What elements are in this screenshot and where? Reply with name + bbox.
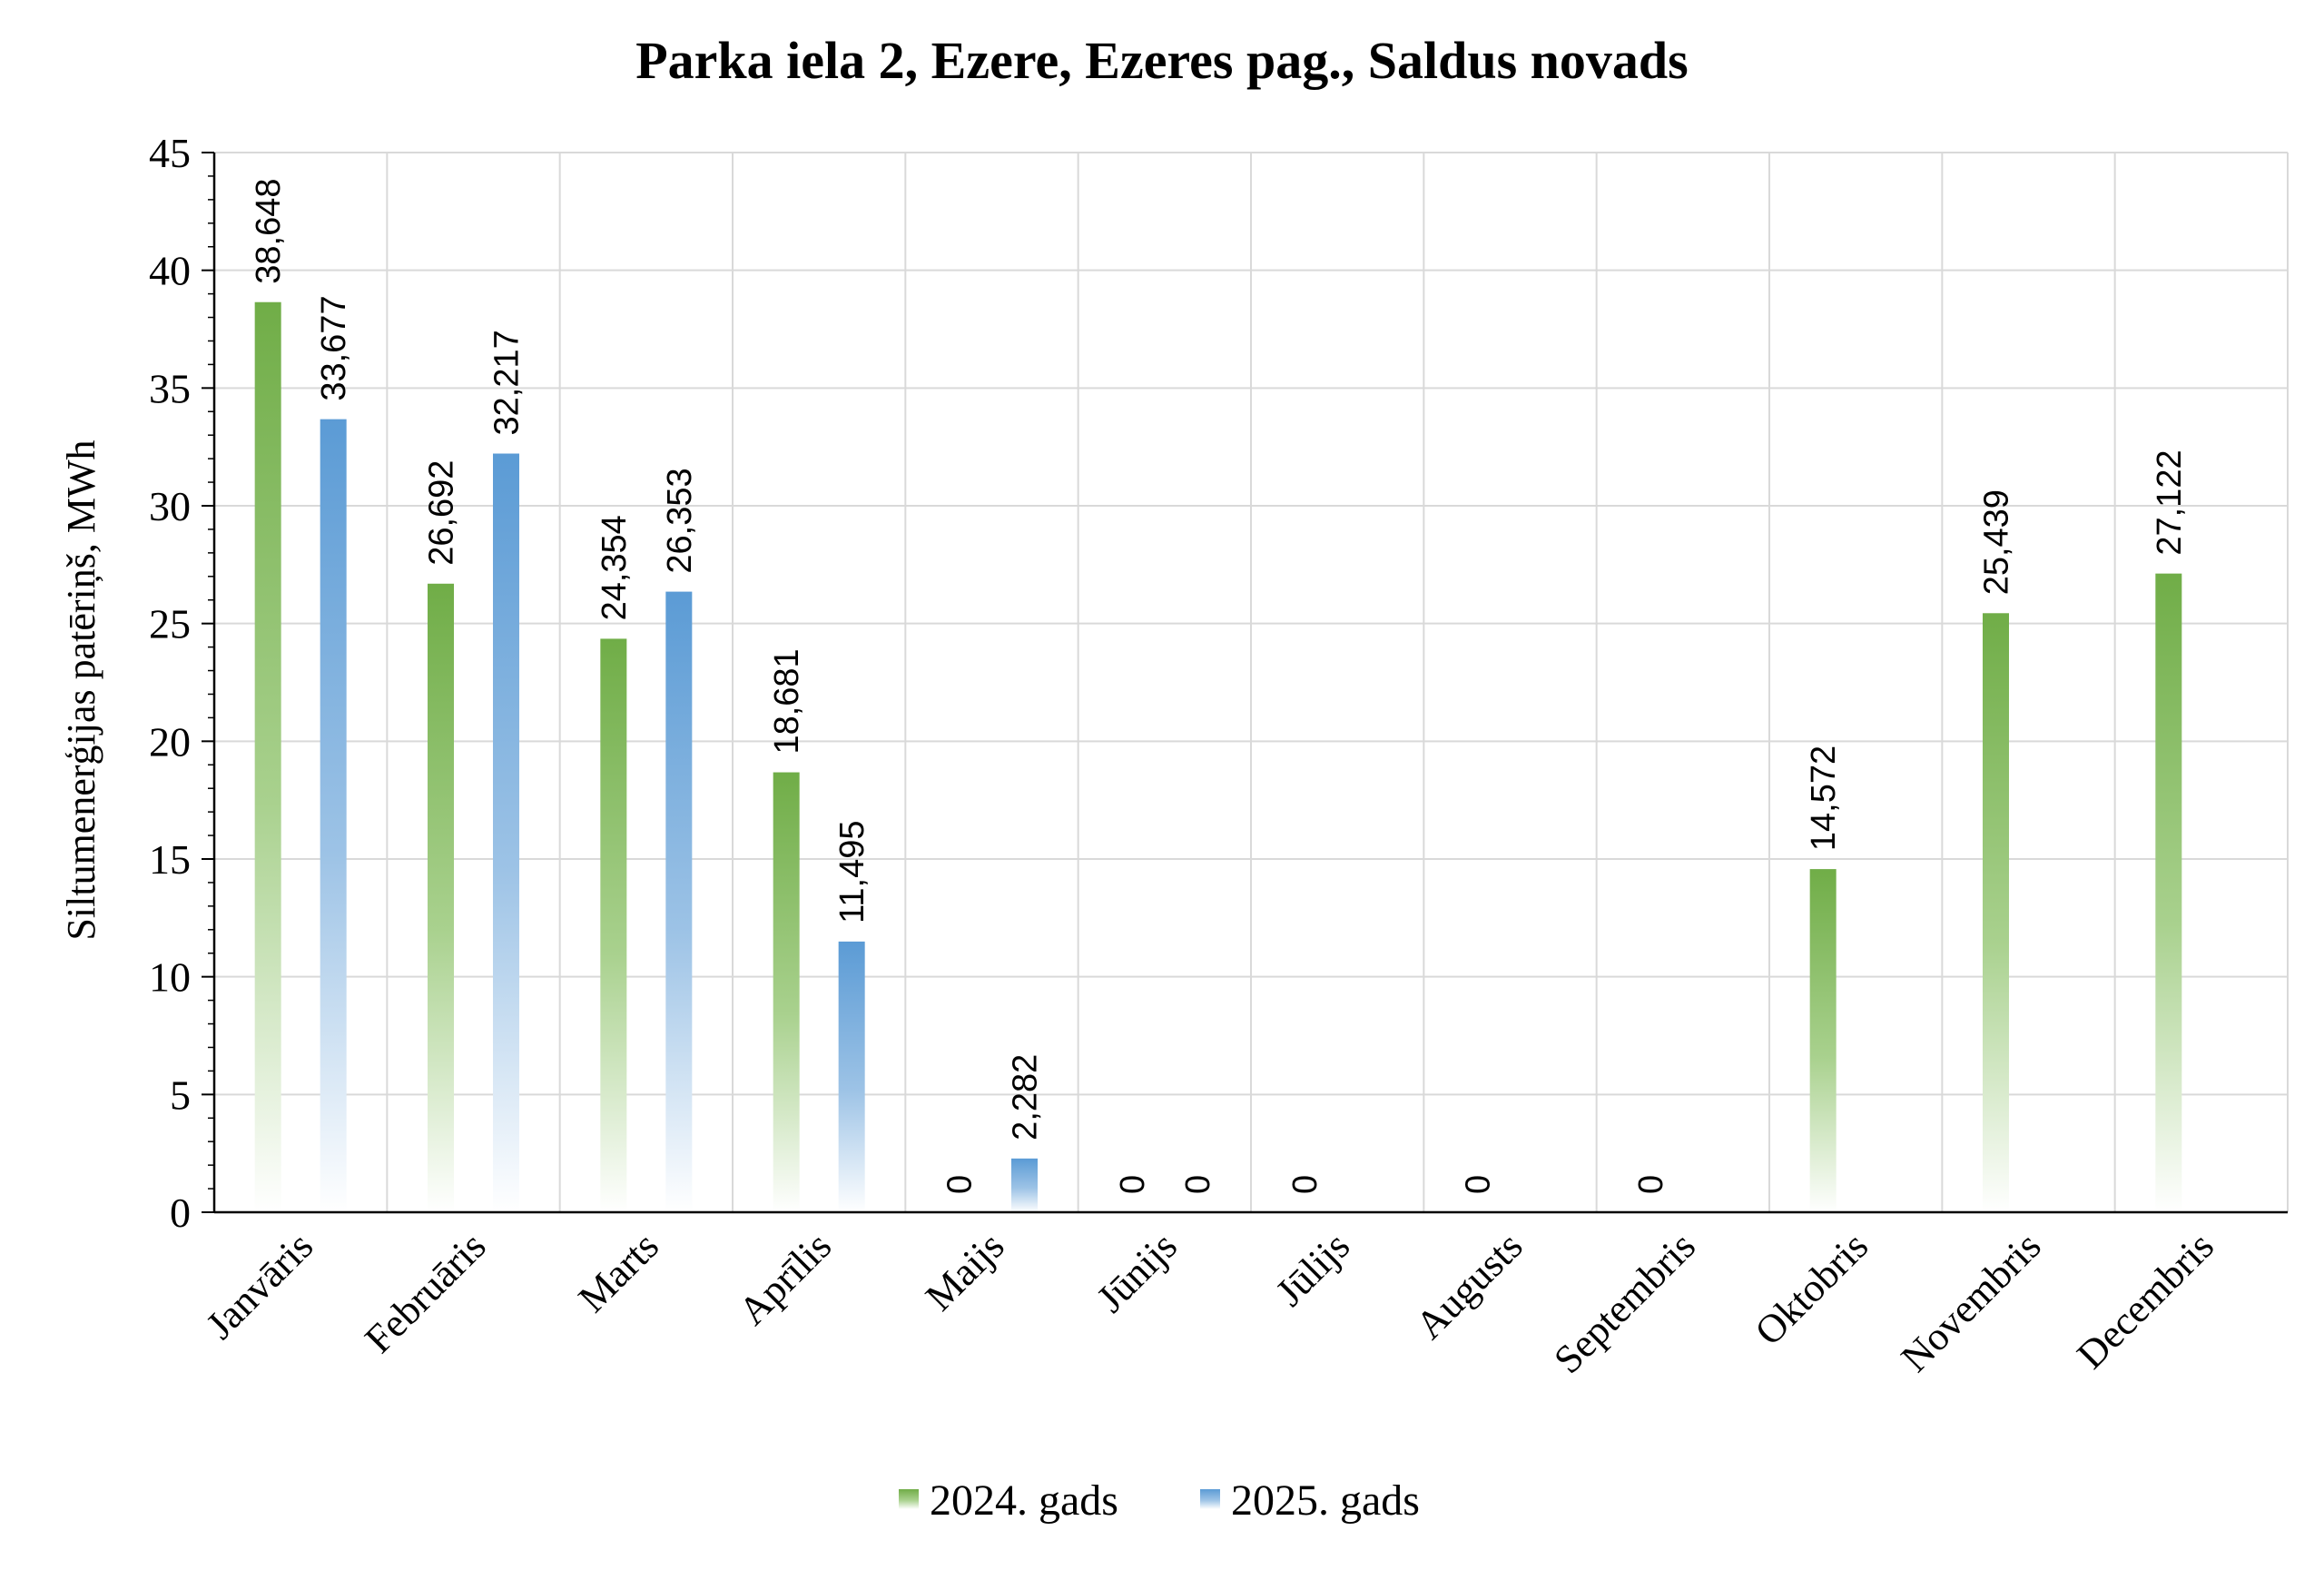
- bar: [2155, 573, 2182, 1212]
- chart-title: Parka iela 2, Ezere, Ezeres pag., Saldus…: [635, 31, 1689, 90]
- data-label: 0: [1179, 1175, 1217, 1194]
- bar: [428, 583, 454, 1212]
- data-label: 18,681: [768, 648, 806, 754]
- y-tick-label: 15: [149, 836, 191, 883]
- y-tick-label: 35: [149, 365, 191, 411]
- data-label: 25,439: [1978, 489, 2016, 595]
- y-tick-label: 40: [149, 248, 191, 294]
- bar: [254, 301, 281, 1213]
- y-tick-label: 5: [170, 1071, 191, 1118]
- data-label: 0: [1632, 1175, 1670, 1194]
- bar: [600, 638, 627, 1212]
- y-axis-ticks: 0 5 10 15 20 25 30 35 40 45: [149, 130, 191, 1236]
- legend-label: 2024. gads: [930, 1476, 1118, 1525]
- data-label: 2,282: [1007, 1054, 1045, 1141]
- data-label: 24,354: [596, 515, 634, 620]
- data-label: 32,217: [488, 330, 527, 435]
- data-label: 11,495: [833, 820, 872, 923]
- category-label: Decembris: [2068, 1223, 2221, 1377]
- y-tick-label: 20: [149, 718, 191, 765]
- bar: [1809, 869, 1837, 1212]
- data-label: 27,122: [2151, 449, 2189, 555]
- legend-swatch: [899, 1489, 919, 1509]
- gridlines: [214, 152, 2289, 1212]
- legend-swatch: [1200, 1489, 1220, 1509]
- bar: [773, 772, 800, 1212]
- y-tick-label: 45: [149, 130, 191, 176]
- axes: [202, 152, 2288, 1214]
- y-tick-label: 10: [149, 954, 191, 1001]
- category-label: Augusts: [1407, 1223, 1531, 1348]
- category-label: Aprīlis: [730, 1223, 840, 1333]
- bar: [1983, 613, 2009, 1212]
- category-label: Jūnijs: [1088, 1223, 1186, 1320]
- category-label: Novembris: [1893, 1223, 2050, 1380]
- y-tick-label: 0: [170, 1190, 191, 1236]
- y-tick-label: 25: [149, 601, 191, 647]
- data-label: 33,677: [315, 295, 353, 400]
- bar: [838, 941, 865, 1212]
- data-label: 38,648: [250, 178, 288, 283]
- category-label: Marts: [570, 1223, 667, 1320]
- bar: [493, 453, 519, 1212]
- data-label: 0: [1114, 1175, 1152, 1194]
- y-tick-label: 30: [149, 483, 191, 529]
- legend: 2024. gads 2025. gads: [899, 1476, 1420, 1525]
- data-labels: 38,648 26,692 24,354 18,681 0 0 0 0 0 14,572 25,43…: [250, 178, 2189, 1194]
- x-axis-categories: Janvāris Februāris Marts Aprīlis Maijs Jūnijs…: [198, 1223, 2222, 1382]
- category-label: Janvāris: [198, 1223, 322, 1348]
- data-label: 0: [1286, 1175, 1324, 1194]
- y-axis-label: Siltumenerģijas patēriņš, MWh: [59, 439, 103, 940]
- data-label: 0: [1460, 1175, 1498, 1194]
- bar: [1011, 1158, 1038, 1212]
- bar: [665, 591, 693, 1212]
- data-label: 14,572: [1805, 746, 1843, 851]
- legend-label: 2025. gads: [1231, 1476, 1420, 1525]
- data-label: 26,692: [423, 460, 461, 566]
- category-label: Septembris: [1545, 1223, 1704, 1382]
- bars: [254, 301, 2182, 1213]
- category-label: Februāris: [356, 1223, 494, 1361]
- category-label: Maijs: [917, 1223, 1013, 1319]
- category-label: Oktobris: [1747, 1223, 1877, 1354]
- bar: [320, 419, 347, 1212]
- category-label: Jūlijs: [1267, 1223, 1358, 1314]
- data-label: 26,353: [661, 468, 699, 573]
- data-label: 0: [941, 1175, 980, 1194]
